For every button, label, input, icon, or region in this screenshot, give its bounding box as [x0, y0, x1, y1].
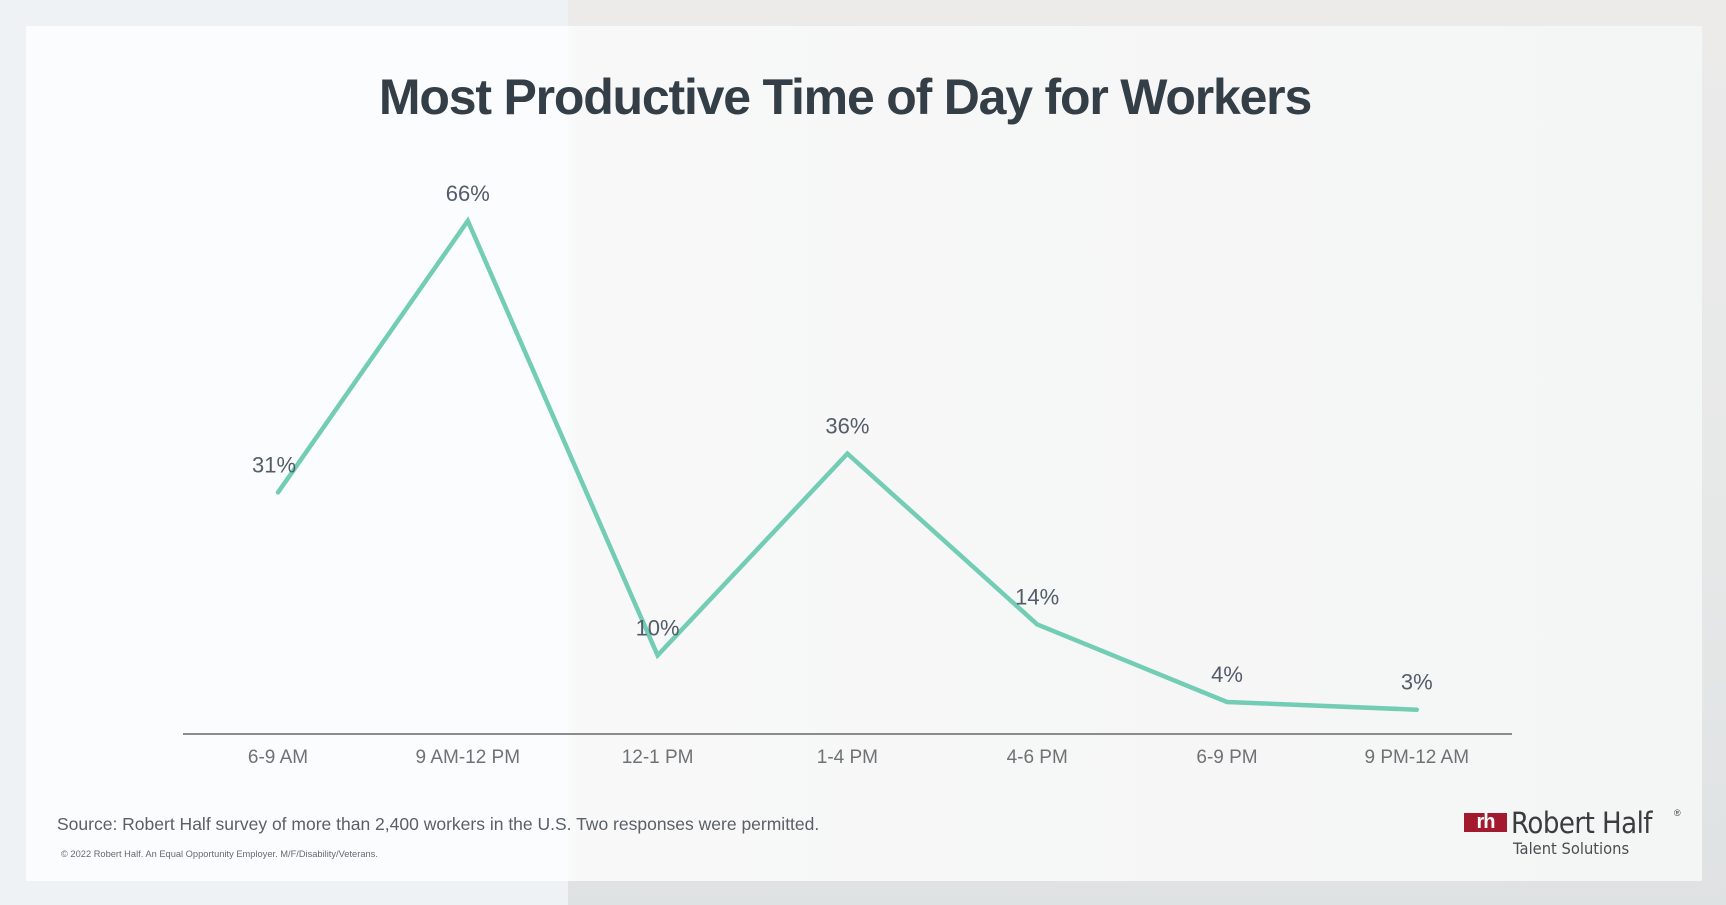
x-axis-tick-label: 6-9 PM: [1196, 747, 1257, 768]
source-note: Source: Robert Half survey of more than …: [57, 814, 820, 834]
data-label: 3%: [1401, 670, 1433, 695]
x-axis-tick-label: 1-4 PM: [817, 747, 878, 768]
data-label: 66%: [446, 181, 490, 206]
card-left-tint: [26, 26, 568, 881]
logo-name: Robert Half: [1511, 806, 1652, 840]
data-labels: 31% 66% 10% 36% 14% 4% 3%: [252, 181, 1433, 695]
data-label: 31%: [252, 452, 296, 477]
data-line: [275, 216, 1420, 712]
data-label: 14%: [1015, 584, 1059, 609]
copyright-note: © 2022 Robert Half. An Equal Opportunity…: [61, 849, 378, 859]
x-axis-tick-label: 4-6 PM: [1007, 747, 1068, 768]
logo-tagline: Talent Solutions: [1513, 839, 1630, 858]
x-axis-tick-label: 9 PM-12 AM: [1365, 747, 1470, 768]
x-axis-tick-label: 9 AM-12 PM: [416, 747, 521, 768]
data-label: 10%: [636, 615, 680, 640]
chart-title: Most Productive Time of Day for Workers: [378, 69, 1312, 125]
data-label: 4%: [1211, 662, 1243, 687]
data-label: 36%: [825, 414, 869, 439]
rh-logo-mark-icon: rh: [1464, 812, 1507, 832]
x-axis-tick-label: 6-9 AM: [248, 747, 308, 768]
registered-mark: ®: [1674, 808, 1681, 818]
x-axis-tick-label: 12-1 PM: [622, 747, 694, 768]
x-axis-labels: 6-9 AM 9 AM-12 PM 12-1 PM 1-4 PM 4-6 PM 6-9 P…: [248, 747, 1469, 768]
